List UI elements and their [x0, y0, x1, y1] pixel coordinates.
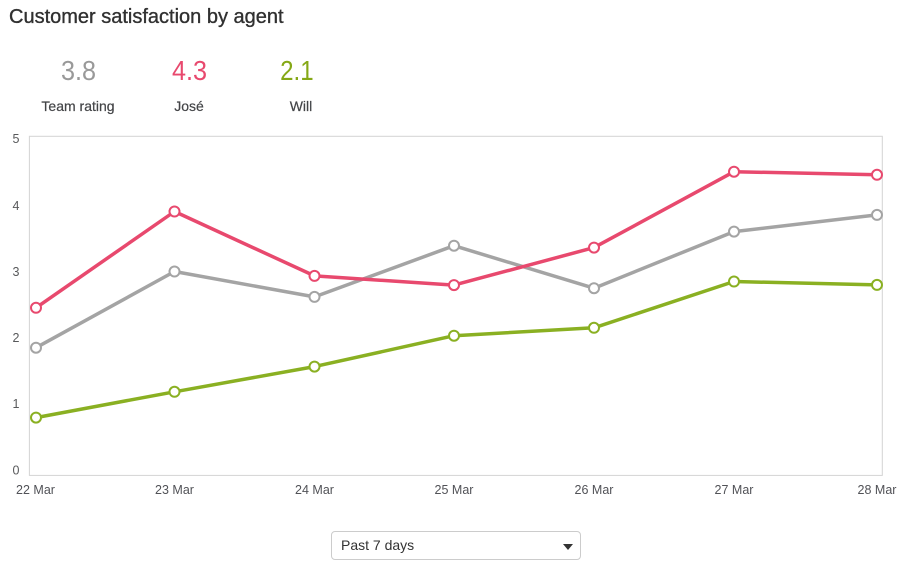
svg-text:0: 0	[13, 463, 20, 477]
svg-text:25 Mar: 25 Mar	[435, 483, 474, 497]
svg-text:1: 1	[13, 397, 20, 411]
svg-text:23 Mar: 23 Mar	[155, 483, 194, 497]
svg-text:26 Mar: 26 Mar	[575, 483, 614, 497]
svg-text:5: 5	[13, 132, 20, 146]
svg-text:28 Mar: 28 Mar	[858, 483, 897, 497]
svg-text:3: 3	[13, 265, 20, 279]
svg-text:27 Mar: 27 Mar	[715, 483, 754, 497]
svg-text:4: 4	[13, 199, 20, 213]
svg-text:24 Mar: 24 Mar	[295, 483, 334, 497]
svg-text:2: 2	[13, 331, 20, 345]
svg-text:22 Mar: 22 Mar	[16, 483, 55, 497]
